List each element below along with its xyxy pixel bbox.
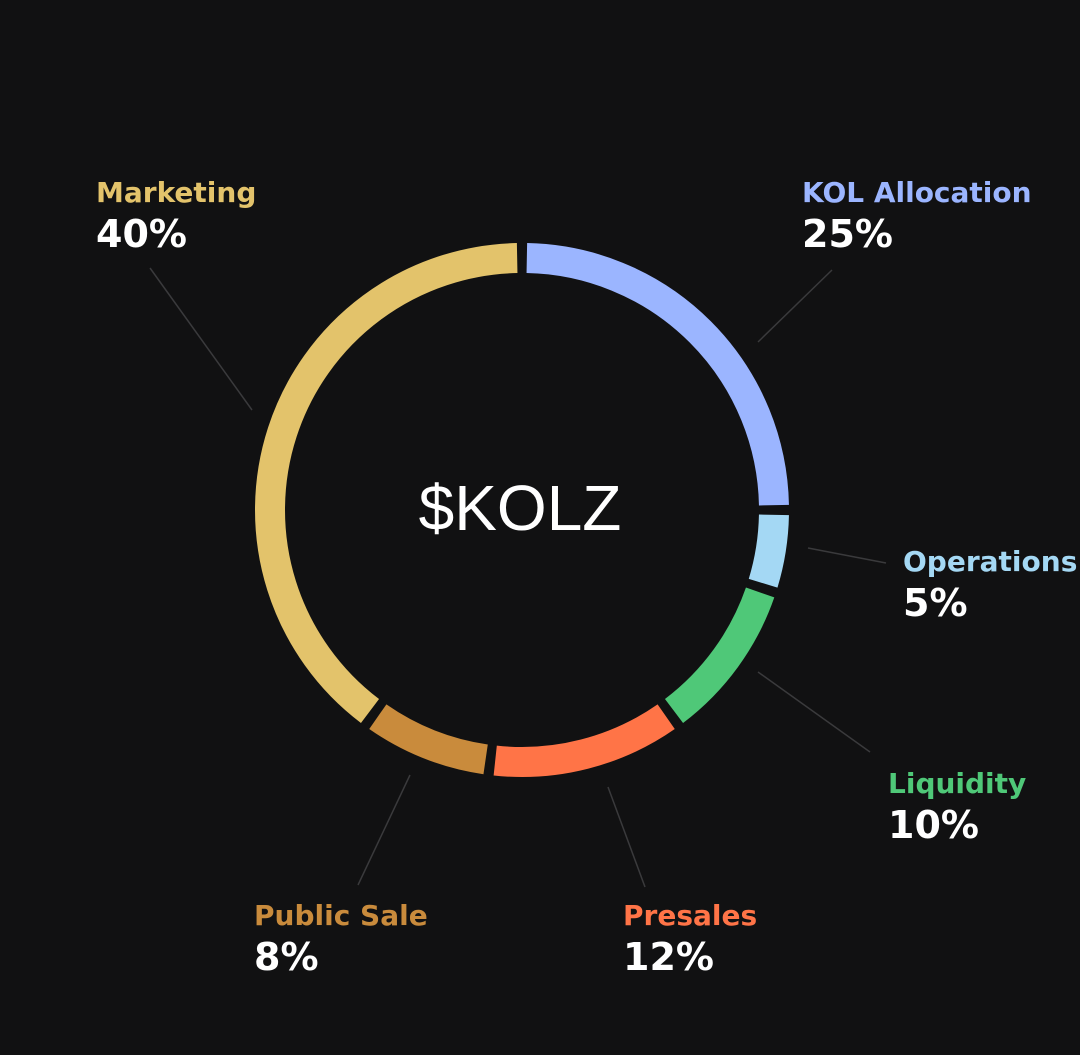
- slice-name-kol-allocation: KOL Allocation: [802, 176, 1032, 209]
- legend-marketing: Marketing 40%: [96, 176, 256, 258]
- donut-arcs: [255, 243, 789, 777]
- leader-line-marketing: [149, 267, 253, 411]
- legend-presales: Presales 12%: [623, 899, 757, 981]
- center-label: $KOLZ: [418, 472, 622, 544]
- slice-value-operations: 5%: [903, 581, 968, 625]
- slice-kol-allocation: [526, 243, 789, 506]
- slice-public-sale: [369, 704, 489, 775]
- slice-name-operations: Operations: [903, 545, 1078, 578]
- leader-line-kol-allocation: [757, 269, 833, 343]
- slice-value-public-sale: 8%: [254, 935, 319, 979]
- slice-name-marketing: Marketing: [96, 176, 257, 209]
- slice-name-presales: Presales: [623, 899, 758, 932]
- leader-line-liquidity: [757, 671, 871, 753]
- legend-public-sale: Public Sale 8%: [254, 899, 428, 981]
- legend-operations: Operations 5%: [903, 545, 1077, 627]
- slice-value-presales: 12%: [623, 935, 714, 979]
- leader-line-presales: [607, 786, 646, 888]
- leader-line-operations: [807, 547, 887, 564]
- legend-kol-allocation: KOL Allocation 25%: [802, 176, 1032, 258]
- slice-operations: [748, 514, 789, 588]
- slice-name-liquidity: Liquidity: [888, 767, 1027, 800]
- leader-lines: [149, 267, 887, 888]
- slice-name-public-sale: Public Sale: [254, 899, 428, 932]
- slice-value-liquidity: 10%: [888, 803, 979, 847]
- slice-value-marketing: 40%: [96, 212, 187, 256]
- slice-liquidity: [664, 587, 775, 723]
- slice-marketing: [255, 243, 518, 723]
- legend-liquidity: Liquidity 10%: [888, 767, 1026, 849]
- slice-presales: [493, 704, 675, 777]
- slice-value-kol-allocation: 25%: [802, 212, 893, 256]
- leader-line-public-sale: [357, 774, 411, 886]
